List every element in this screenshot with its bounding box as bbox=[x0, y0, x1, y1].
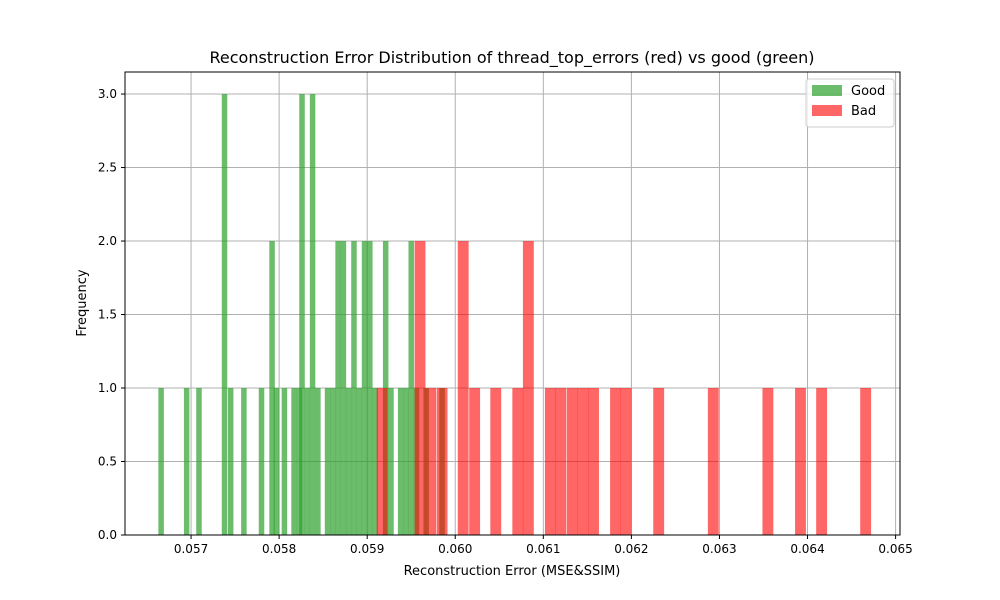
bar-bad bbox=[795, 388, 806, 535]
y-tick-label: 2.0 bbox=[98, 234, 117, 248]
x-tick-label: 0.063 bbox=[702, 542, 736, 556]
x-tick-label: 0.065 bbox=[878, 542, 912, 556]
bar-good bbox=[273, 388, 280, 535]
chart-title: Reconstruction Error Distribution of thr… bbox=[209, 48, 814, 68]
bar-good bbox=[291, 388, 297, 535]
bar-good bbox=[361, 241, 368, 536]
x-tick-label: 0.058 bbox=[262, 542, 296, 556]
y-axis-label: Frequency bbox=[75, 269, 90, 336]
y-tick-label: 1.5 bbox=[98, 308, 117, 322]
bar-good bbox=[345, 388, 352, 535]
bar-bad bbox=[522, 241, 534, 536]
x-tick-label: 0.059 bbox=[350, 542, 384, 556]
bar-bad bbox=[707, 388, 719, 535]
bar-good bbox=[299, 94, 305, 536]
bar-bad bbox=[414, 241, 426, 536]
bar-bad bbox=[469, 388, 481, 535]
x-tick-label: 0.060 bbox=[438, 542, 472, 556]
bar-bad bbox=[544, 388, 556, 535]
bars bbox=[158, 94, 872, 536]
bar-good bbox=[388, 388, 394, 535]
bar-bad bbox=[512, 388, 524, 535]
bar-bad bbox=[620, 388, 632, 535]
bar-good bbox=[330, 388, 336, 535]
bar-good bbox=[351, 241, 357, 536]
bar-good bbox=[241, 388, 247, 535]
bar-good bbox=[397, 388, 404, 535]
bar-bad bbox=[376, 388, 388, 535]
legend: Good Bad bbox=[805, 78, 895, 128]
legend-label-good: Good bbox=[851, 84, 885, 99]
legend-swatch-bad bbox=[812, 105, 842, 116]
bar-good bbox=[408, 241, 414, 536]
x-tick-label: 0.057 bbox=[174, 542, 208, 556]
bar-bad bbox=[588, 388, 599, 535]
bar-bad bbox=[566, 388, 578, 535]
bar-good bbox=[196, 388, 202, 535]
x-tick-label: 0.061 bbox=[526, 542, 560, 556]
bar-good bbox=[183, 388, 190, 535]
y-tick-label: 1.0 bbox=[98, 381, 117, 395]
bar-good bbox=[356, 388, 363, 535]
bar-bad bbox=[610, 388, 621, 535]
bar-good bbox=[158, 388, 164, 535]
bar-bad bbox=[555, 388, 567, 535]
bar-good bbox=[315, 388, 321, 535]
plot-frame bbox=[124, 71, 901, 536]
bar-bad bbox=[490, 388, 502, 535]
bar-good bbox=[281, 388, 288, 535]
legend-label-bad: Bad bbox=[851, 104, 876, 119]
bar-bad bbox=[653, 388, 665, 535]
bar-bad bbox=[457, 241, 469, 536]
bar-bad bbox=[425, 388, 437, 535]
bar-good bbox=[269, 241, 275, 536]
x-tick-label: 0.062 bbox=[614, 542, 648, 556]
bar-good bbox=[372, 388, 378, 535]
y-tick-label: 0.5 bbox=[98, 455, 117, 469]
x-tick-label: 0.064 bbox=[790, 542, 824, 556]
bar-bad bbox=[860, 388, 872, 535]
bar-good bbox=[304, 388, 311, 535]
bar-good bbox=[403, 388, 409, 535]
bar-good bbox=[227, 388, 234, 535]
bar-good bbox=[309, 94, 316, 536]
bar-good bbox=[340, 241, 347, 536]
y-tick-label: 2.5 bbox=[98, 161, 117, 175]
bar-bad bbox=[816, 388, 828, 535]
bar-good bbox=[367, 241, 373, 536]
bar-good bbox=[221, 94, 228, 536]
bar-good bbox=[335, 241, 341, 536]
bar-good bbox=[258, 388, 265, 535]
axis-ticks: 0.057 0.058 0.059 0.060 0.061 0.062 0.063 0.064… bbox=[98, 87, 913, 556]
y-tick-label: 0.0 bbox=[98, 528, 117, 542]
bar-bad bbox=[762, 388, 774, 535]
legend-swatch-good bbox=[812, 85, 842, 96]
bar-good bbox=[324, 388, 331, 535]
bar-bad bbox=[577, 388, 589, 535]
y-tick-label: 3.0 bbox=[98, 87, 117, 101]
x-axis-label: Reconstruction Error (MSE&SSIM) bbox=[404, 564, 621, 579]
bar-bad bbox=[436, 388, 448, 535]
